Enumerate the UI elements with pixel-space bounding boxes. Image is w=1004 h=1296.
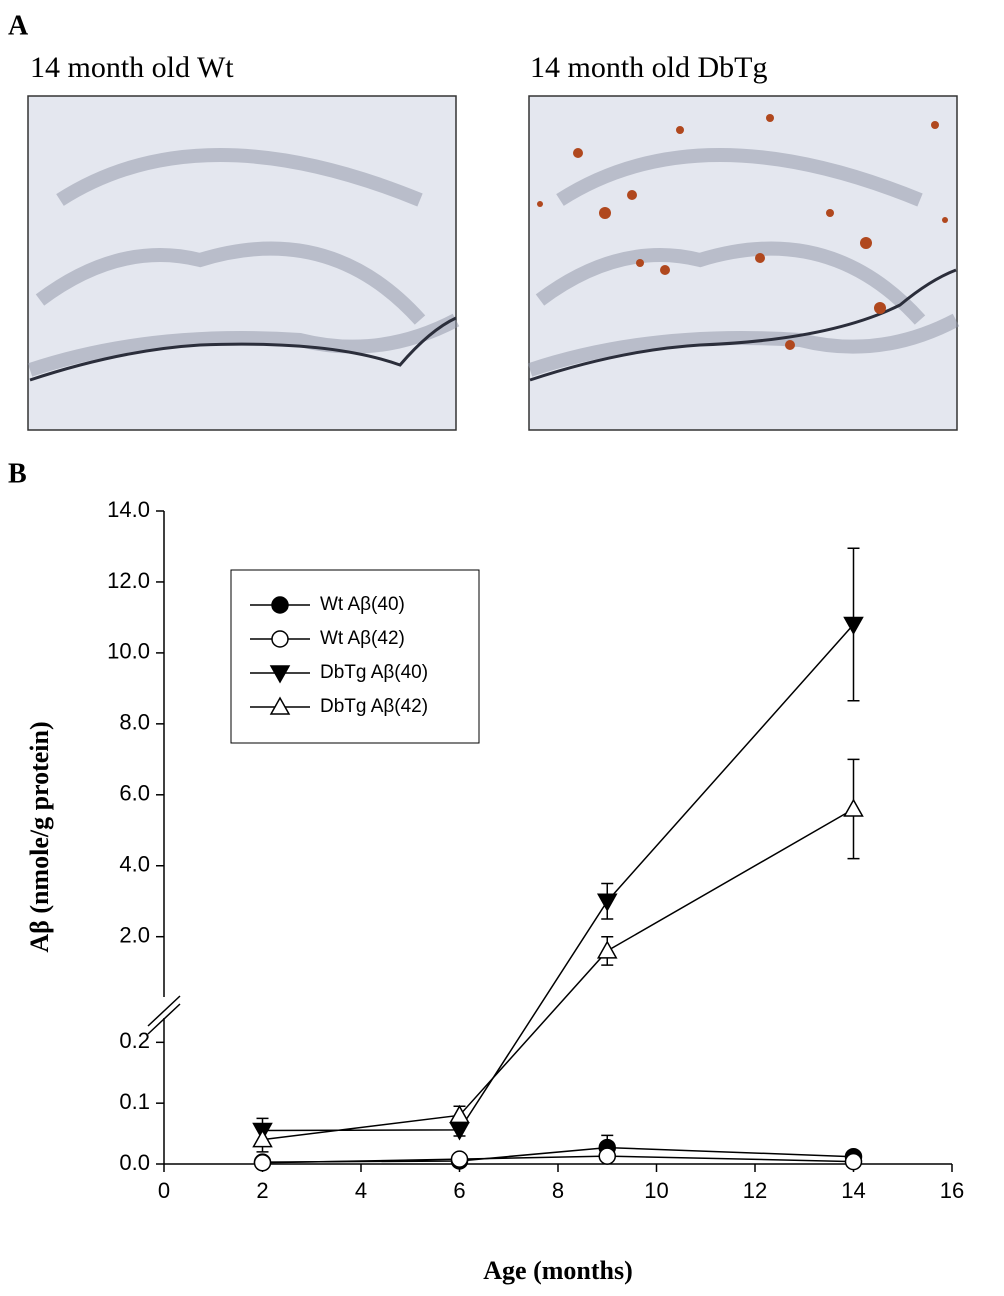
data-line (262, 1155, 854, 1164)
data-point (843, 798, 864, 817)
data-point (449, 1104, 470, 1124)
y-tick-label: 6.0 (119, 781, 150, 806)
legend-label: DbTg Aβ(40) (320, 662, 428, 683)
y-tick-label: 0.2 (119, 1028, 150, 1053)
data-line (262, 624, 855, 1132)
panel-label: A (8, 10, 29, 41)
image-caption: 14 month old DbTg (530, 51, 768, 84)
legend-label: Wt Aβ(40) (320, 594, 405, 615)
x-tick-label: 6 (453, 1178, 465, 1203)
y-tick-label: 10.0 (107, 639, 150, 664)
y-tick-label: 0.1 (119, 1089, 150, 1114)
x-tick-label: 8 (552, 1178, 564, 1203)
y-tick-label: 0.0 (119, 1150, 150, 1175)
legend-marker (269, 665, 291, 684)
data-point (253, 1154, 272, 1172)
y-tick-label: 12.0 (107, 568, 150, 593)
legend-marker (271, 630, 289, 648)
x-tick-label: 10 (644, 1178, 668, 1203)
legend-marker (271, 596, 289, 614)
data-point (449, 1122, 470, 1141)
data-point (844, 1152, 863, 1171)
y-tick-label: 4.0 (119, 852, 150, 877)
legend-label: DbTg Aβ(42) (320, 696, 428, 717)
data-point (596, 940, 618, 959)
x-tick-label: 4 (355, 1178, 367, 1203)
x-tick-label: 2 (256, 1178, 268, 1203)
y-tick-label: 14.0 (107, 497, 150, 522)
data-line (262, 808, 854, 1141)
x-tick-label: 14 (841, 1178, 865, 1203)
legend-marker (269, 696, 291, 715)
micrograph (27, 95, 460, 431)
x-tick-label: 0 (158, 1178, 170, 1203)
micrograph (527, 95, 960, 431)
y-tick-label: 8.0 (119, 710, 150, 735)
y-tick-label: 2.0 (119, 923, 150, 948)
data-point (450, 1150, 469, 1168)
data-point (598, 1147, 616, 1165)
data-point (843, 616, 864, 636)
panel-label: B (8, 458, 27, 489)
x-tick-label: 16 (940, 1178, 964, 1203)
legend-label: Wt Aβ(42) (320, 628, 405, 649)
data-point (596, 893, 618, 912)
image-caption: 14 month old Wt (30, 51, 234, 84)
data-point (252, 1129, 273, 1148)
x-axis-label: Age (months) (483, 1256, 633, 1285)
y-axis-label: Aβ (nmole/g protein) (25, 721, 54, 952)
x-tick-label: 12 (743, 1178, 767, 1203)
